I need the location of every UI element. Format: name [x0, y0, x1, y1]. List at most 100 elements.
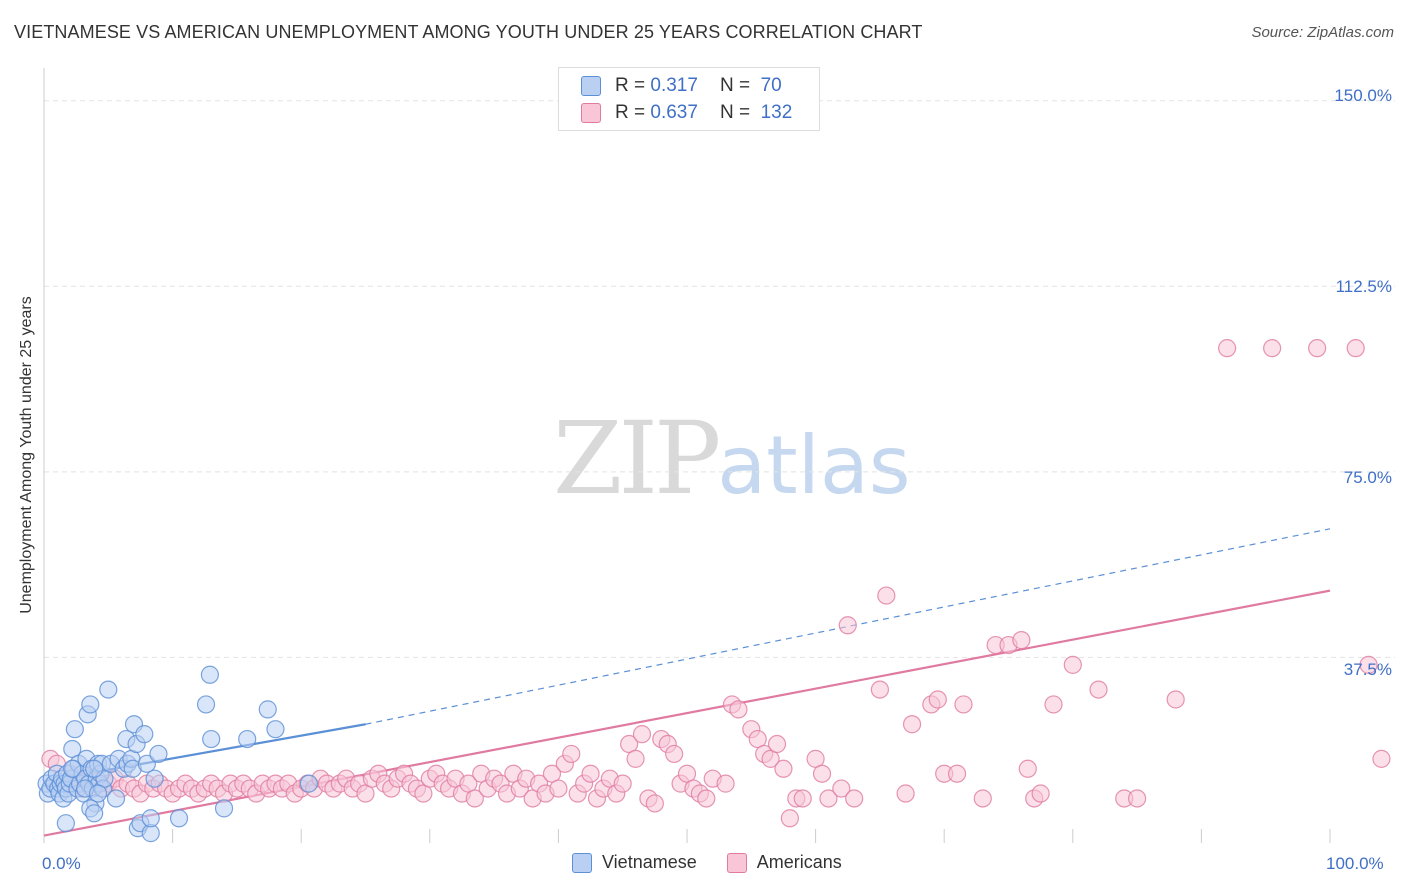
point-americans-144 [1218, 339, 1237, 358]
point-americans-140 [1089, 680, 1108, 699]
point-americans-117 [812, 764, 832, 783]
series-legend-label-vietnamese: Vietnamese [602, 852, 697, 872]
legend-swatch-vietnamese [581, 76, 601, 96]
x-tick-label-left: 0.0% [42, 854, 81, 873]
legend-r-label: R = [615, 75, 646, 96]
point-vietnamese-42 [56, 814, 75, 833]
series-legend-item-vietnamese[interactable]: Vietnamese [572, 852, 697, 873]
point-americans-125 [902, 715, 922, 734]
point-americans-135 [1018, 759, 1037, 778]
point-americans-115 [793, 789, 812, 808]
legend-swatch-americans [581, 103, 601, 123]
point-americans-143 [1166, 690, 1185, 709]
series-legend-item-americans[interactable]: Americans [726, 852, 842, 873]
y-tick-label-37-5: 37.5% [1343, 660, 1392, 679]
point-vietnamese-65 [149, 744, 168, 764]
point-americans-129 [947, 764, 967, 783]
point-americans-121 [845, 789, 864, 808]
watermark-atlas: atlas [717, 419, 911, 512]
point-vietnamese-73 [266, 720, 285, 739]
point-vietnamese-47 [99, 680, 118, 699]
point-americans-137 [1031, 784, 1050, 803]
point-vietnamese-60 [135, 725, 154, 744]
y-tick-label-75: 75.0% [1343, 468, 1392, 487]
legend-n-label: N = [719, 75, 751, 96]
point-americans-138 [1044, 695, 1063, 714]
point-americans-97 [665, 744, 684, 764]
x-tick-label-right: 100.0% [1326, 854, 1384, 873]
chart-source: Source: ZipAtlas.com [1251, 24, 1394, 41]
point-vietnamese-71 [238, 729, 257, 749]
point-vietnamese-68 [200, 665, 219, 684]
series-legend-swatch-americans [726, 852, 747, 873]
series-legend: Vietnamese Americans [572, 852, 872, 873]
point-americans-79 [549, 779, 568, 798]
point-vietnamese-40 [85, 759, 104, 778]
point-americans-84 [581, 764, 600, 783]
point-vietnamese-44 [88, 784, 108, 803]
legend-row-americans: R = 0.637 N = 132 [581, 100, 792, 126]
point-americans-111 [767, 734, 787, 754]
watermark-zip: ZIP [553, 400, 721, 517]
point-vietnamese-69 [202, 729, 221, 749]
legend-n-value-americans: 132 [760, 102, 793, 123]
series-legend-swatch-vietnamese [572, 852, 592, 873]
point-americans-81 [562, 744, 581, 764]
point-americans-134 [1012, 631, 1031, 650]
chart-title: VIETNAMESE VS AMERICAN UNEMPLOYMENT AMON… [14, 22, 923, 42]
point-americans-89 [613, 774, 632, 793]
legend-r-value-vietnamese: 0.317 [650, 75, 698, 96]
point-americans-148 [1359, 655, 1378, 674]
point-americans-142 [1127, 789, 1147, 808]
point-americans-147 [1346, 339, 1365, 358]
point-americans-122 [870, 680, 890, 699]
point-americans-124 [896, 784, 915, 803]
point-americans-104 [716, 774, 735, 793]
legend-r-value-americans: 0.637 [650, 102, 698, 123]
y-tick-label-150: 150.0% [1334, 86, 1392, 105]
point-americans-139 [1063, 655, 1082, 674]
point-americans-131 [973, 789, 992, 808]
point-americans-120 [838, 616, 857, 635]
legend-row-vietnamese: R = 0.317 N = 70 [581, 73, 782, 99]
point-americans-145 [1263, 339, 1282, 358]
point-vietnamese-29 [81, 695, 100, 714]
point-americans-123 [877, 586, 896, 605]
point-americans-92 [632, 725, 652, 744]
point-americans-91 [626, 749, 645, 768]
point-vietnamese-61 [137, 754, 156, 773]
point-americans-118 [819, 789, 838, 808]
point-vietnamese-46 [85, 804, 104, 823]
legend-n-value-vietnamese: 70 [760, 75, 782, 96]
point-americans-112 [774, 759, 793, 778]
point-vietnamese-66 [169, 809, 189, 828]
point-americans-127 [928, 690, 947, 709]
y-axis-label: Unemployment Among Youth under 25 years [18, 296, 35, 614]
point-americans-106 [729, 700, 748, 719]
point-vietnamese-63 [141, 809, 160, 828]
point-americans-146 [1308, 339, 1327, 358]
series-legend-label-americans: Americans [756, 852, 842, 872]
point-americans-130 [954, 695, 973, 714]
point-vietnamese-72 [258, 700, 277, 719]
point-americans-119 [832, 779, 851, 798]
point-vietnamese-70 [214, 799, 234, 818]
legend-n-label: N = [719, 102, 751, 123]
point-americans-149 [1372, 749, 1391, 768]
point-vietnamese-74 [299, 774, 319, 793]
point-americans-113 [780, 809, 799, 828]
point-americans-102 [697, 789, 716, 808]
point-vietnamese-67 [196, 695, 216, 714]
point-vietnamese-43 [63, 759, 82, 778]
point-americans-94 [645, 794, 664, 813]
watermark: ZIPatlas [553, 400, 911, 517]
point-vietnamese-64 [145, 769, 164, 788]
point-vietnamese-49 [106, 789, 126, 808]
correlation-legend: R = 0.317 N = 70 R = 0.637 N = 132 [558, 67, 820, 131]
point-americans-66 [465, 789, 484, 808]
point-vietnamese-19 [65, 720, 84, 739]
y-tick-label-112-5: 112.5% [1335, 277, 1392, 296]
legend-r-label: R = [615, 102, 646, 123]
